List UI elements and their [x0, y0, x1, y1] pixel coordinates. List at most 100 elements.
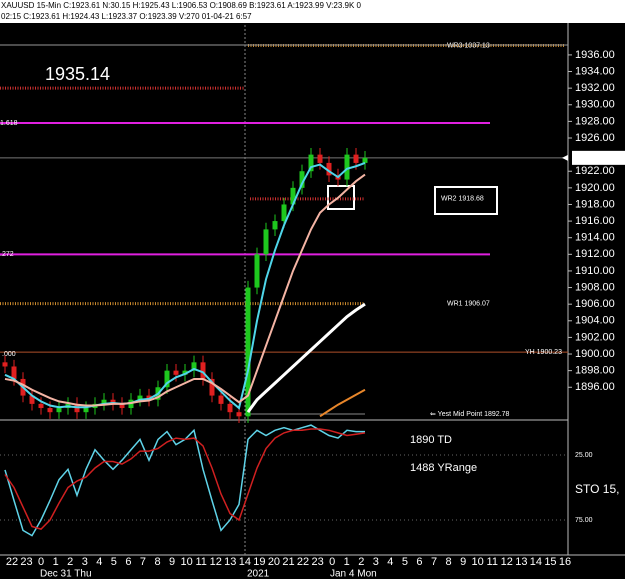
x-tick-label: 19 — [253, 556, 265, 568]
candle-body — [2, 362, 8, 367]
level-label: WR2 1918.68 — [441, 196, 484, 203]
highlight-box — [434, 186, 498, 215]
candle-body — [38, 403, 44, 409]
moving-average — [4, 173, 366, 407]
candle-body — [326, 162, 332, 176]
date-label: Jan 4 Mon — [330, 569, 377, 579]
x-tick-label: 20 — [268, 556, 280, 568]
x-tick-label: 4 — [387, 556, 393, 568]
candle-body — [227, 403, 233, 413]
candle-body — [173, 370, 179, 375]
x-tick-label: 13 — [224, 556, 236, 568]
y-tick-label: 1912.00 — [575, 248, 615, 260]
candle-body — [263, 229, 269, 255]
candle-body — [308, 154, 314, 172]
x-tick-label: 8 — [154, 556, 160, 568]
x-tick-label: 12 — [210, 556, 222, 568]
candle-body — [254, 254, 260, 288]
y-tick-label: 1916.00 — [575, 215, 615, 227]
candle-body — [29, 395, 35, 404]
annotation: 1890 TD — [410, 434, 452, 446]
x-tick-label: 6 — [416, 556, 422, 568]
x-tick-label: 13 — [515, 556, 527, 568]
x-tick-label: 1 — [344, 556, 350, 568]
candle-body — [362, 157, 368, 163]
candle-body — [236, 412, 242, 417]
x-tick-label: 10 — [181, 556, 193, 568]
x-tick-label: 14 — [239, 556, 251, 568]
x-tick-label: 0 — [38, 556, 44, 568]
y-tick-label: 1906.00 — [575, 298, 615, 310]
candle-body — [317, 154, 323, 163]
y-tick-label: 1934.00 — [575, 65, 615, 77]
x-tick-label: 15 — [544, 556, 556, 568]
moving-average — [246, 302, 366, 414]
candle-body — [218, 395, 224, 404]
header-line: 02:15 C:1923.61 H:1924.43 L:1923.37 O:19… — [1, 12, 252, 21]
x-tick-label: 21 — [282, 556, 294, 568]
moving-average — [319, 388, 366, 418]
x-tick-label: 11 — [195, 556, 206, 568]
y-tick-label: 1918.00 — [575, 198, 615, 210]
candle-body — [209, 378, 215, 396]
chart-title: 1935.14 — [45, 64, 110, 84]
level-label: WR3 1937.13 — [447, 42, 490, 49]
x-tick-label: 3 — [82, 556, 88, 568]
level-label: ⇐ Yest Mid Point 1892.78 — [430, 411, 510, 418]
candle-body — [299, 171, 305, 188]
candle-body — [11, 366, 17, 379]
x-tick-label: 3 — [373, 556, 379, 568]
x-tick-label: 23 — [20, 556, 32, 568]
candle-body — [101, 399, 107, 404]
candle-body — [56, 408, 62, 413]
x-tick-label: 23 — [311, 556, 323, 568]
x-tick-label: 16 — [559, 556, 571, 568]
x-tick-label: 14 — [530, 556, 542, 568]
y-tick-label: 1896.00 — [575, 381, 615, 393]
candle-body — [47, 408, 53, 413]
candle-body — [191, 362, 197, 371]
stoch-tick-label: 25.00 — [575, 452, 593, 459]
x-tick-label: 12 — [501, 556, 513, 568]
candle-body — [182, 370, 188, 375]
y-tick-label: 1930.00 — [575, 99, 615, 111]
x-tick-label: 2 — [358, 556, 364, 568]
level-label: 1.618 — [0, 120, 18, 127]
y-tick-label: 1900.00 — [575, 348, 615, 360]
candle-body — [245, 287, 251, 417]
stoch-tick-label: 75.00 — [575, 517, 593, 524]
y-tick-label: 1914.00 — [575, 232, 615, 244]
x-tick-label: 7 — [140, 556, 146, 568]
candle-body — [164, 370, 170, 388]
date-label: 2021 — [247, 569, 270, 579]
y-tick-label: 1910.00 — [575, 265, 615, 277]
x-tick-label: 11 — [487, 556, 498, 568]
y-tick-label: 1926.00 — [575, 132, 615, 144]
y-tick-label: 1928.00 — [575, 115, 615, 127]
annotation: 1488 YRange — [410, 462, 477, 474]
candle-body — [146, 395, 152, 400]
x-tick-label: 5 — [402, 556, 408, 568]
candle-body — [272, 221, 278, 230]
stoch-label: STO 15, — [575, 482, 619, 496]
stoch-line — [4, 428, 366, 530]
x-tick-label: 6 — [125, 556, 131, 568]
header-line: XAUUSD 15-Min C:1923.61 N:30.15 H:1925.4… — [1, 1, 362, 10]
x-tick-label: 0 — [329, 556, 335, 568]
price-box — [572, 150, 625, 165]
current-price-label: 1923.61 — [575, 152, 615, 164]
x-tick-label: 9 — [460, 556, 466, 568]
candle-body — [353, 154, 359, 163]
level-label: WR1 1906.07 — [447, 300, 490, 307]
y-tick-label: 1902.00 — [575, 331, 615, 343]
candle-body — [83, 408, 89, 413]
y-tick-label: 1898.00 — [575, 365, 615, 377]
price-arrow — [562, 154, 568, 161]
date-label: Dec 31 Thu — [40, 569, 92, 579]
x-tick-label: 7 — [431, 556, 437, 568]
x-tick-label: 5 — [111, 556, 117, 568]
candle-body — [344, 154, 350, 180]
